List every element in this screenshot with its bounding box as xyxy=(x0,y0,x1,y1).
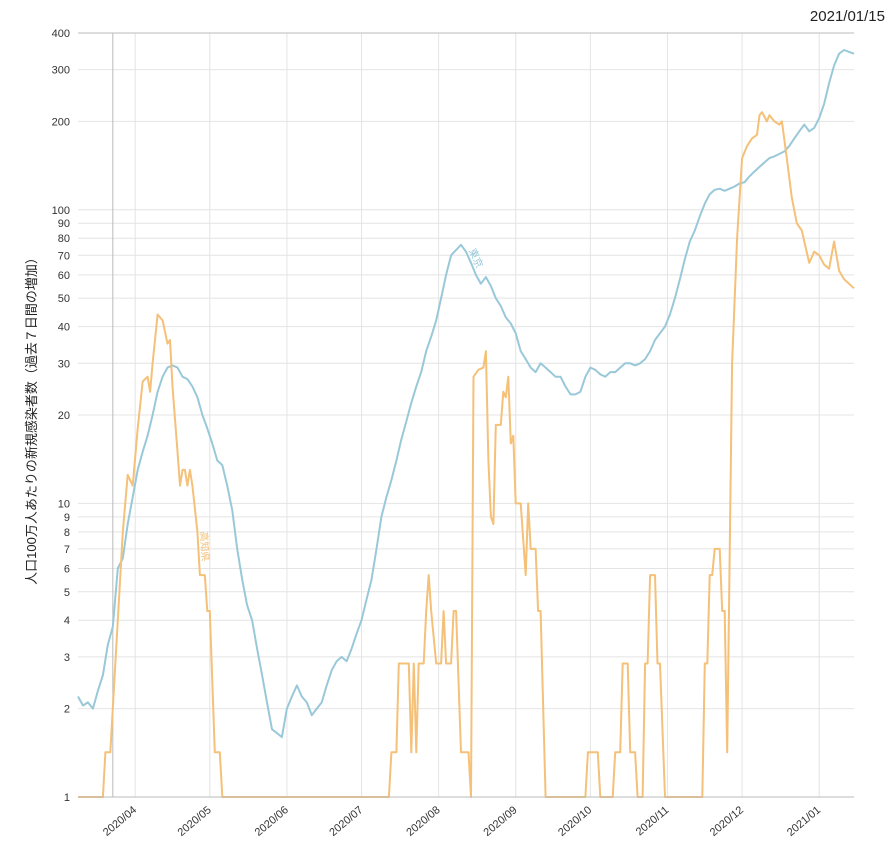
y-tick-label: 70 xyxy=(58,250,70,262)
y-tick-label: 80 xyxy=(58,233,70,245)
date-stamp: 2021/01/15 xyxy=(809,8,885,25)
series-line xyxy=(78,111,855,798)
y-tick-label: 50 xyxy=(58,293,70,305)
y-tick-label: 400 xyxy=(52,28,70,40)
series-label: 東京 xyxy=(466,246,486,270)
y-tick-label: 3 xyxy=(64,652,70,664)
series-label: 高知県 xyxy=(197,531,212,562)
x-tick-label: 2020/05 xyxy=(176,804,214,839)
x-tick-label: 2020/12 xyxy=(708,804,746,839)
y-tick-label: 100 xyxy=(52,205,70,217)
series-line xyxy=(77,49,855,739)
x-tick-label: 2020/11 xyxy=(634,804,672,838)
y-tick-label: 200 xyxy=(52,116,70,128)
y-tick-label: 10 xyxy=(58,498,70,510)
x-tick-label: 2020/06 xyxy=(253,804,291,839)
y-tick-label: 5 xyxy=(64,587,70,599)
y-tick-label: 9 xyxy=(64,512,70,524)
x-tick-label: 2020/07 xyxy=(327,804,365,839)
x-tick-label: 2021/01 xyxy=(785,804,823,839)
grid-layer xyxy=(78,32,854,798)
y-tick-label: 4 xyxy=(64,615,70,627)
x-tick-label: 2020/09 xyxy=(481,804,519,839)
y-tick-label: 6 xyxy=(64,564,70,576)
y-axis-label: 人口100万人あたりの新規感染者数（過去７日間の増加） xyxy=(24,251,39,585)
y-tick-label: 1 xyxy=(64,792,70,804)
y-tick-label: 20 xyxy=(58,410,70,422)
y-tick-label: 8 xyxy=(64,527,70,539)
x-tick-label: 2020/10 xyxy=(556,804,594,839)
x-tick-label: 2020/08 xyxy=(404,804,442,839)
y-tick-label: 7 xyxy=(64,544,70,556)
y-tick-label: 90 xyxy=(58,218,70,230)
y-tick-label: 40 xyxy=(58,322,70,334)
x-tick-label: 2020/04 xyxy=(101,804,139,839)
y-tick-label: 60 xyxy=(58,270,70,282)
y-tick-label: 30 xyxy=(58,358,70,370)
y-tick-label: 2 xyxy=(64,704,70,716)
y-tick-label: 300 xyxy=(52,65,70,77)
